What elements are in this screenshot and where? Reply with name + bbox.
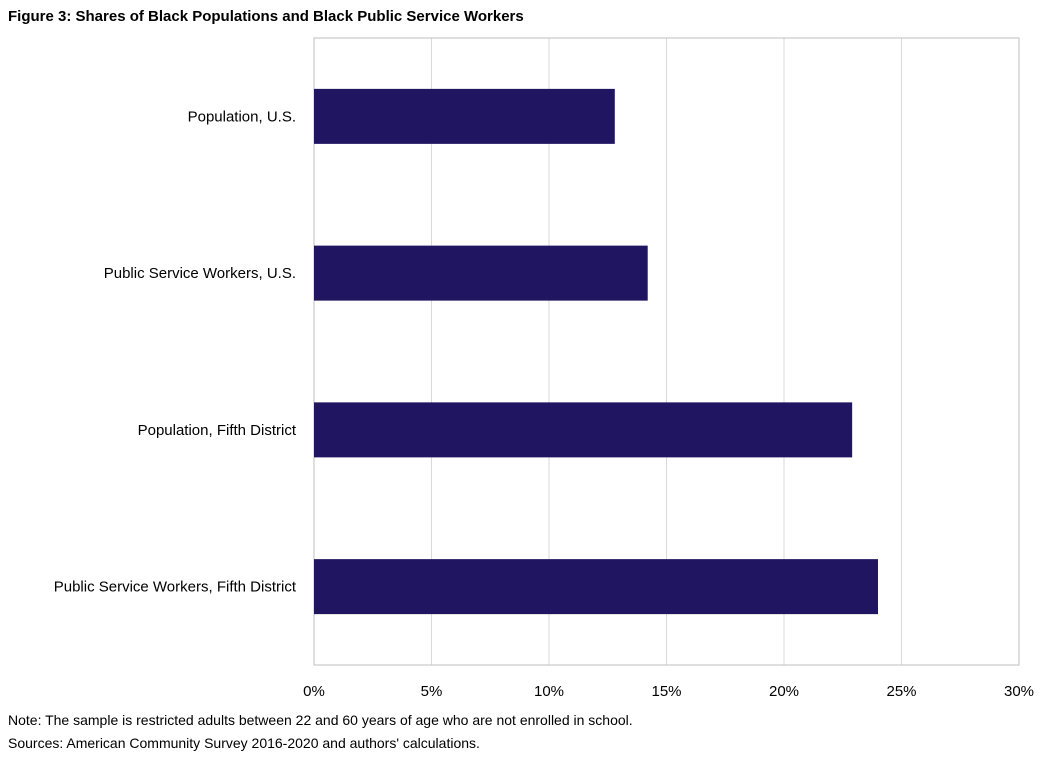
category-label: Population, U.S. (188, 108, 296, 125)
category-label: Population, Fifth District (138, 422, 297, 439)
x-tick-label: 15% (651, 683, 681, 700)
category-labels: Population, U.S. Public Service Workers, … (54, 108, 297, 595)
x-tick-label: 20% (769, 683, 799, 700)
plot-area-border (313, 37, 1020, 666)
bar (314, 559, 878, 615)
x-tick-label: 10% (534, 683, 564, 700)
x-tick-label: 25% (886, 683, 916, 700)
chart-sources: Sources: American Community Survey 2016-… (8, 735, 480, 751)
x-tick-label: 5% (421, 683, 443, 700)
chart-note: Note: The sample is restricted adults be… (8, 712, 633, 728)
bars (314, 88, 878, 615)
bar (314, 88, 615, 144)
chart-title: Figure 3: Shares of Black Populations an… (8, 8, 524, 25)
bar (314, 245, 648, 301)
x-tick-label: 30% (1004, 683, 1034, 700)
category-label: Public Service Workers, Fifth District (54, 579, 297, 596)
bar (314, 402, 853, 458)
category-label: Public Service Workers, U.S. (104, 265, 296, 282)
x-axis-tick-labels: 0% 5% 10% 15% 20% 25% 30% (303, 683, 1034, 700)
x-tick-label: 0% (303, 683, 325, 700)
